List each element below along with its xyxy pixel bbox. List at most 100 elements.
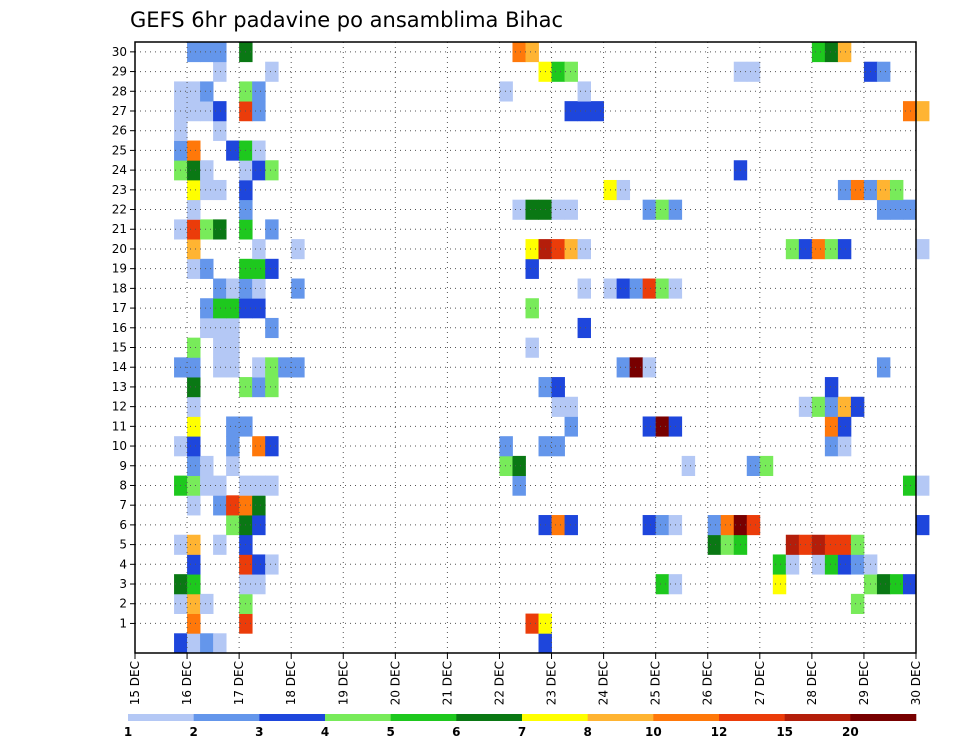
colorbar-segment <box>850 714 917 721</box>
heatmap-cell <box>850 554 865 575</box>
heatmap-cell <box>265 554 279 575</box>
heatmap-cell <box>187 337 201 358</box>
heatmap-cell <box>577 317 591 339</box>
heatmap-cell <box>642 416 657 437</box>
heatmap-cell <box>187 199 201 220</box>
heatmap-cell <box>902 475 917 496</box>
x-tick-label: 24 DEC <box>597 661 611 705</box>
heatmap-cell <box>746 61 761 82</box>
heatmap-cell <box>252 574 266 595</box>
heatmap-cell <box>746 515 761 536</box>
heatmap-cell <box>200 633 214 654</box>
heatmap-cell <box>265 258 279 279</box>
y-axis: 1234567891011121314151617181920212223242… <box>112 45 135 630</box>
heatmap-cell <box>512 455 526 477</box>
heatmap-cell <box>564 515 578 536</box>
heatmap-cell <box>226 416 240 437</box>
y-tick-label: 6 <box>119 518 127 532</box>
heatmap-cell <box>187 377 201 398</box>
heatmap-cell <box>837 554 852 575</box>
colorbar-label: 8 <box>583 725 591 739</box>
heatmap-cell <box>252 278 266 299</box>
heatmap-cell <box>291 357 305 378</box>
colorbar-label: 6 <box>452 725 460 739</box>
heatmap-cell <box>525 42 539 63</box>
heatmap-cell <box>200 593 214 614</box>
y-tick-label: 7 <box>119 498 127 512</box>
heatmap-cell <box>655 416 670 437</box>
heatmap-cell <box>785 239 800 260</box>
heatmap-cell <box>265 317 279 339</box>
heatmap-cell <box>616 357 631 378</box>
heatmap-cell <box>200 298 214 319</box>
colorbar-segment <box>522 714 588 721</box>
heatmap-cell <box>525 337 539 358</box>
heatmap-cell <box>200 258 214 279</box>
x-tick-label: 16 DEC <box>180 661 194 705</box>
heatmap-cell <box>681 455 696 477</box>
heatmap-cell <box>525 613 539 634</box>
heatmap-cell <box>707 515 722 536</box>
heatmap-cell <box>876 574 891 595</box>
heatmap-cell <box>200 455 214 477</box>
heatmap-cell <box>187 357 201 378</box>
heatmap-cell <box>811 396 826 417</box>
y-tick-label: 21 <box>112 222 127 236</box>
heatmap-cell <box>889 574 904 595</box>
heatmap-cell <box>720 534 735 555</box>
heatmap-cell <box>837 179 852 201</box>
y-tick-label: 25 <box>112 143 127 157</box>
y-tick-label: 15 <box>112 341 127 355</box>
heatmap-cell <box>916 515 930 536</box>
heatmap-cell <box>577 101 591 122</box>
heatmap-cell <box>837 396 852 417</box>
heatmap-cell <box>187 219 201 240</box>
heatmap-cell <box>200 179 214 201</box>
heatmap-cell <box>265 160 279 181</box>
y-tick-label: 28 <box>112 84 127 98</box>
heatmap-cell <box>265 219 279 240</box>
colorbar-label: 10 <box>645 725 662 739</box>
colorbar-segment <box>193 714 260 721</box>
heatmap-cell <box>252 81 266 102</box>
heatmap-cell <box>811 239 826 260</box>
heatmap-cell <box>187 554 201 575</box>
heatmap-cell <box>499 455 513 477</box>
heatmap-cell <box>200 160 214 181</box>
heatmap-cell <box>785 534 800 555</box>
heatmap-cell <box>226 337 240 358</box>
heatmap-cell <box>200 81 214 102</box>
colorbar-label: 1 <box>124 725 132 739</box>
heatmap-cell <box>265 61 279 82</box>
y-tick-label: 23 <box>112 183 127 197</box>
heatmap-cell <box>916 239 930 260</box>
heatmap-cell <box>226 278 240 299</box>
heatmap-cell <box>174 633 188 654</box>
colorbar-segment <box>325 714 391 721</box>
heatmap-cell <box>226 495 240 516</box>
heatmap-cell <box>564 61 578 82</box>
heatmap-cell <box>655 199 670 220</box>
y-tick-label: 3 <box>119 577 127 591</box>
heatmap-cell <box>916 475 930 496</box>
heatmap-cell <box>538 633 552 654</box>
heatmap-cell <box>837 42 852 63</box>
colorbar-label: 3 <box>255 725 263 739</box>
heatmap-cell <box>512 42 526 63</box>
y-tick-label: 9 <box>119 459 127 473</box>
heatmap-cell <box>629 357 644 378</box>
colorbar-label: 5 <box>386 725 394 739</box>
colorbar-label: 15 <box>776 725 793 739</box>
heatmap-cell <box>213 495 227 516</box>
heatmap-cell <box>200 219 214 240</box>
heatmap-cell <box>551 396 565 417</box>
heatmap-cell <box>902 101 917 122</box>
heatmap-cell <box>525 239 539 260</box>
y-tick-label: 22 <box>112 203 127 217</box>
heatmap-cell <box>772 574 787 595</box>
heatmap-cell <box>746 455 761 477</box>
colorbar-label: 7 <box>518 725 526 739</box>
heatmap-cell <box>187 416 201 437</box>
heatmap-cell <box>876 199 891 220</box>
x-tick-label: 18 DEC <box>284 661 298 705</box>
